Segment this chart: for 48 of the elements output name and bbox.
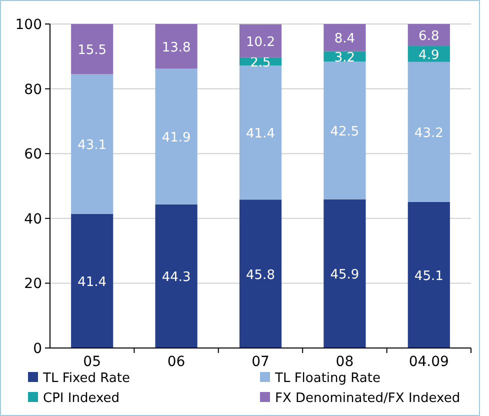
data-label: 41.4 <box>78 274 107 290</box>
bar <box>155 68 198 204</box>
legend-label: FX Denominated/FX Indexed <box>275 391 460 406</box>
data-label: 43.2 <box>414 126 444 141</box>
data-label: 15.5 <box>78 43 107 58</box>
x-tick-label: 04.09 <box>408 354 449 370</box>
y-tick-label: 80 <box>24 82 42 98</box>
data-label: 42.5 <box>330 124 360 140</box>
data-label: 2.5 <box>250 55 271 70</box>
bar <box>71 214 114 348</box>
data-label: 3.2 <box>334 50 356 66</box>
data-label: 45.1 <box>414 268 444 284</box>
legend-label: TL Floating Rate <box>274 371 380 386</box>
y-tick-label: 60 <box>24 146 42 163</box>
x-tick-label: 07 <box>252 354 270 370</box>
data-label: 45.9 <box>330 268 360 283</box>
data-label: 6.8 <box>418 29 440 44</box>
x-tick-label: 08 <box>336 354 354 370</box>
bar <box>71 24 114 74</box>
bar <box>324 62 366 200</box>
bar <box>408 202 450 348</box>
bar <box>324 24 366 52</box>
x-tick-label: 06 <box>167 354 186 370</box>
y-tick-label: 100 <box>15 17 42 33</box>
bar <box>71 74 114 214</box>
legend-label: CPI Indexed <box>43 391 120 406</box>
legend-label: TL Fixed Rate <box>42 371 130 386</box>
data-label: 45.8 <box>246 268 275 283</box>
data-label: 13.8 <box>162 40 191 56</box>
data-label: 4.9 <box>418 48 440 63</box>
y-tick-label: 20 <box>24 276 42 292</box>
data-label: 43.1 <box>78 138 107 154</box>
bar <box>408 62 450 202</box>
bar <box>239 24 282 58</box>
data-label: 41.9 <box>162 130 191 146</box>
data-label: 10.2 <box>246 34 275 50</box>
bar <box>155 24 198 69</box>
data-label: 8.4 <box>334 32 356 47</box>
bar <box>155 204 198 348</box>
y-tick-label: 40 <box>24 211 42 228</box>
bar <box>239 65 282 200</box>
bar <box>324 199 366 348</box>
data-label: 44.3 <box>162 270 191 286</box>
y-tick-label: 0 <box>33 341 42 357</box>
x-tick-label: 05 <box>83 354 102 370</box>
data-label: 41.4 <box>246 126 275 142</box>
bar <box>239 200 282 348</box>
bar <box>408 24 450 46</box>
